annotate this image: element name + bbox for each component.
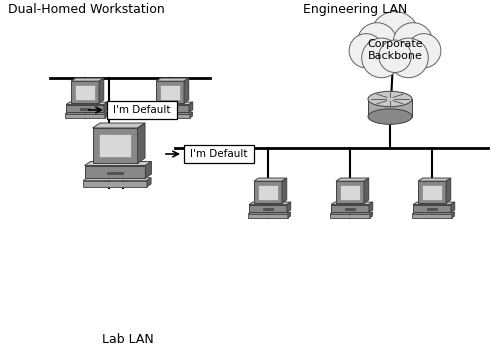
Polygon shape: [83, 178, 151, 180]
Circle shape: [362, 38, 402, 78]
Polygon shape: [138, 123, 145, 163]
Circle shape: [393, 23, 433, 62]
Polygon shape: [330, 212, 372, 214]
Polygon shape: [83, 180, 147, 187]
Polygon shape: [451, 202, 454, 212]
Polygon shape: [156, 78, 188, 81]
Polygon shape: [160, 84, 180, 100]
Polygon shape: [331, 202, 372, 204]
Polygon shape: [99, 78, 103, 103]
Polygon shape: [108, 172, 122, 174]
Polygon shape: [370, 212, 372, 218]
Polygon shape: [71, 81, 99, 103]
Polygon shape: [184, 78, 188, 103]
Polygon shape: [166, 108, 174, 110]
Polygon shape: [254, 178, 286, 181]
Polygon shape: [80, 108, 90, 110]
Polygon shape: [258, 185, 278, 199]
Polygon shape: [336, 181, 364, 203]
Text: I'm Default: I'm Default: [190, 149, 248, 159]
Text: Engineering LAN: Engineering LAN: [303, 3, 407, 16]
Text: I'm Default: I'm Default: [114, 105, 171, 115]
Polygon shape: [422, 185, 442, 199]
Text: Dual-Homed Workstation: Dual-Homed Workstation: [8, 3, 165, 16]
Polygon shape: [412, 214, 452, 218]
Polygon shape: [249, 202, 290, 204]
Polygon shape: [146, 161, 152, 178]
Polygon shape: [428, 208, 436, 210]
Circle shape: [370, 11, 420, 60]
FancyBboxPatch shape: [184, 145, 254, 163]
Polygon shape: [288, 212, 290, 218]
Circle shape: [406, 34, 441, 68]
Polygon shape: [189, 102, 192, 112]
Polygon shape: [150, 114, 190, 118]
Polygon shape: [248, 212, 290, 214]
Ellipse shape: [368, 91, 412, 107]
Polygon shape: [368, 99, 412, 117]
Polygon shape: [369, 202, 372, 212]
Polygon shape: [71, 78, 104, 81]
Polygon shape: [150, 112, 192, 114]
Polygon shape: [412, 212, 455, 214]
FancyBboxPatch shape: [107, 101, 177, 119]
Circle shape: [379, 40, 411, 72]
Polygon shape: [249, 204, 287, 212]
Polygon shape: [446, 178, 450, 203]
Polygon shape: [418, 178, 450, 181]
Polygon shape: [65, 112, 108, 114]
Polygon shape: [84, 165, 146, 178]
Polygon shape: [452, 212, 454, 218]
Polygon shape: [282, 178, 286, 203]
Polygon shape: [75, 84, 95, 100]
Polygon shape: [413, 204, 451, 212]
Circle shape: [357, 23, 397, 62]
Polygon shape: [254, 181, 282, 203]
Polygon shape: [331, 204, 369, 212]
Text: Lab LAN: Lab LAN: [102, 333, 154, 346]
Polygon shape: [418, 181, 446, 203]
Polygon shape: [330, 214, 370, 218]
Polygon shape: [336, 178, 368, 181]
Polygon shape: [156, 81, 184, 103]
Polygon shape: [104, 102, 108, 112]
Polygon shape: [92, 123, 145, 128]
Polygon shape: [105, 112, 108, 118]
Polygon shape: [346, 208, 354, 210]
Polygon shape: [190, 112, 192, 118]
Polygon shape: [364, 178, 368, 203]
Polygon shape: [66, 105, 104, 112]
Polygon shape: [92, 128, 138, 163]
Polygon shape: [340, 185, 360, 199]
Circle shape: [349, 34, 384, 68]
Polygon shape: [151, 102, 192, 105]
Ellipse shape: [368, 109, 412, 124]
Polygon shape: [65, 114, 105, 118]
Polygon shape: [248, 214, 288, 218]
Polygon shape: [84, 161, 152, 165]
Polygon shape: [413, 202, 455, 204]
Polygon shape: [151, 105, 189, 112]
Polygon shape: [287, 202, 290, 212]
Polygon shape: [264, 208, 272, 210]
Polygon shape: [99, 134, 131, 158]
Polygon shape: [147, 178, 151, 187]
Circle shape: [388, 38, 428, 78]
Text: Corporate
Backbone: Corporate Backbone: [367, 39, 423, 61]
Polygon shape: [66, 102, 108, 105]
